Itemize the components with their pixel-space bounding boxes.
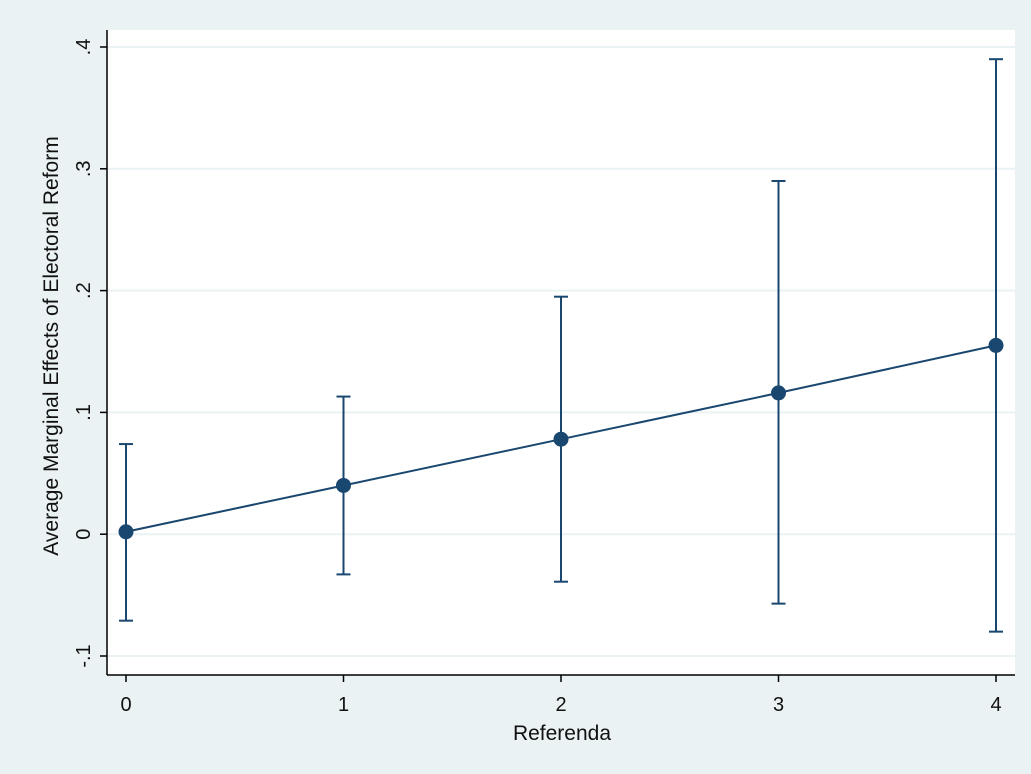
y-tick-label: -.1 [73, 644, 95, 667]
data-point [118, 524, 134, 540]
data-point [988, 337, 1004, 353]
y-axis-title: Average Marginal Effects of Electoral Re… [40, 136, 63, 555]
x-tick-label: 3 [773, 694, 784, 716]
y-tick-label: .1 [73, 404, 95, 421]
series-points [118, 337, 1004, 540]
data-point [553, 431, 569, 447]
y-tick-label: .4 [73, 39, 95, 56]
y-tick-label: .2 [73, 282, 95, 299]
y-tick-label: .3 [73, 160, 95, 177]
x-axis-title: Referenda [513, 722, 611, 745]
x-tick-label: 1 [338, 694, 349, 716]
y-tick-label: 0 [73, 529, 95, 540]
x-tick-label: 4 [990, 694, 1001, 716]
data-point [336, 477, 351, 493]
y-axis-ticks: -.1 0 .1 .2 .3 .4 [73, 39, 107, 668]
x-tick-label: 0 [120, 694, 131, 716]
x-axis-ticks: 0 1 2 3 4 [120, 675, 1002, 716]
data-point [771, 385, 786, 401]
x-tick-label: 2 [555, 694, 566, 716]
